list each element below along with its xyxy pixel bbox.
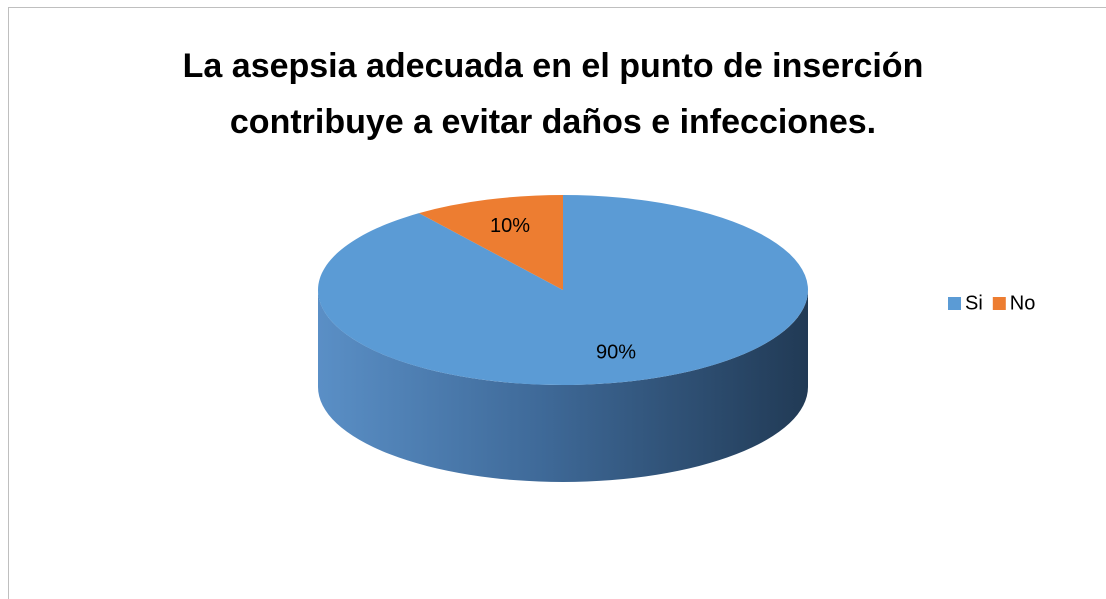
data-label: 90% [596, 342, 636, 364]
legend-swatch [948, 297, 961, 310]
data-label: 10% [490, 215, 530, 237]
pie-side [318, 290, 808, 482]
legend-label: Si [965, 292, 983, 314]
pie-slice [317, 195, 808, 386]
chart-title: La asepsia adecuada en el punto de inser… [182, 47, 924, 141]
legend-swatch [992, 297, 1006, 310]
pie-slice [418, 195, 563, 290]
legend-label: No [1010, 292, 1036, 314]
